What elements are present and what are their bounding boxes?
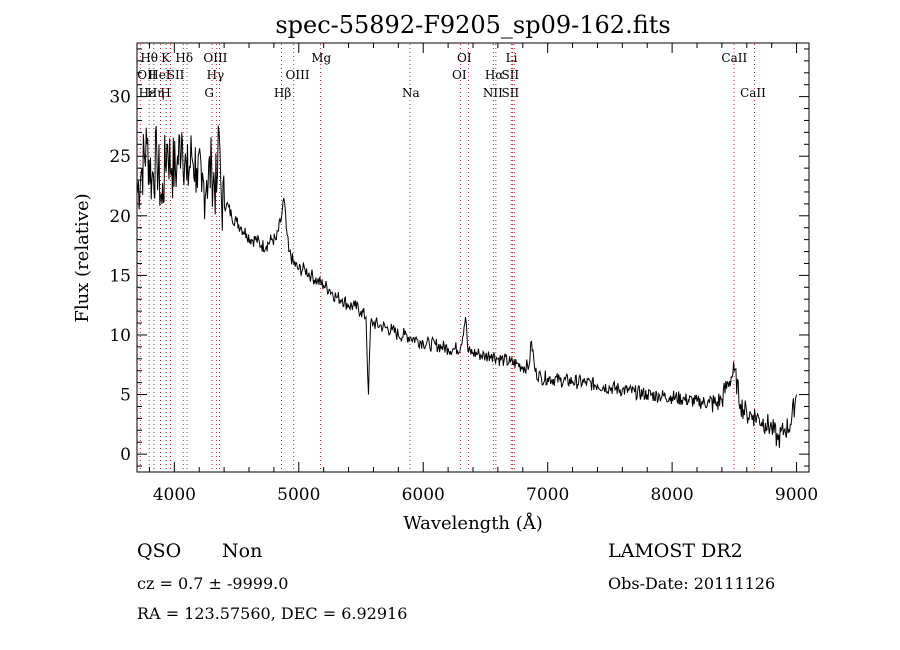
y-tick-label-2: 10 [109,326,131,346]
axis-ticks: 4000 5000 6000 7000 8000 9000 0 5 10 15 20 25 30 [109,43,818,505]
y-tick-label-3: 15 [109,266,131,286]
line-label-5: OI [457,51,472,65]
y-tick-label-1: 5 [120,386,131,406]
line-label-11: Hγ [207,68,225,82]
line-label-7: CaII [721,51,747,65]
object-subclass: Non [222,540,263,562]
line-label-22: NII [483,86,503,100]
line-label-12: OIII [286,68,310,82]
line-label-19: G [204,86,214,100]
obs-date: Obs-Date: 20111126 [608,574,776,593]
x-axis-label: Wavelength (Å) [403,512,543,534]
redshift-cz: cz = 0.7 ± -9999.0 [137,574,289,593]
x-tick-label-2: 6000 [402,485,445,505]
y-tick-label-5: 25 [109,147,131,167]
line-label-10: SII [167,68,185,82]
line-label-2: Hδ [175,51,193,65]
y-tick-label-0: 0 [120,445,131,465]
x-tick-label-4: 8000 [650,485,693,505]
y-tick-label-6: 30 [109,88,131,108]
plot-frame [136,42,810,473]
line-label-20: Hβ [274,86,291,100]
x-tick-label-1: 5000 [277,485,320,505]
line-label-3: OIII [203,51,227,65]
line-label-21: Na [402,86,420,100]
line-label-0: Hθ [140,51,158,65]
line-label-6: Li [506,51,518,65]
object-class: QSO [137,540,182,562]
x-tick-label-3: 7000 [526,485,569,505]
y-axis-label: Flux (relative) [72,193,93,322]
line-label-8: OII [137,68,157,82]
line-label-9: HeI [148,68,171,82]
survey-name: LAMOST DR2 [608,540,743,562]
x-tick-label-5: 9000 [775,485,818,505]
line-label-18: H [160,86,170,100]
x-tick-label-0: 4000 [153,485,196,505]
line-label-4: Mg [311,51,331,65]
line-label-13: OI [452,68,467,82]
line-label-24: CaII [740,86,766,100]
emission-line-markers [139,44,755,471]
ra-dec: RA = 123.57560, DEC = 6.92916 [137,604,408,623]
line-label-23: SII [501,86,519,100]
line-label-14: Hα [485,68,504,82]
y-tick-label-4: 20 [109,207,131,227]
chart-title: spec-55892-F9205_sp09-162.fits [275,11,670,39]
spectrum-series-line [136,125,798,448]
line-label-1: K [161,51,171,65]
line-label-17: Hη [147,86,165,100]
line-label-15: SII [501,68,519,82]
